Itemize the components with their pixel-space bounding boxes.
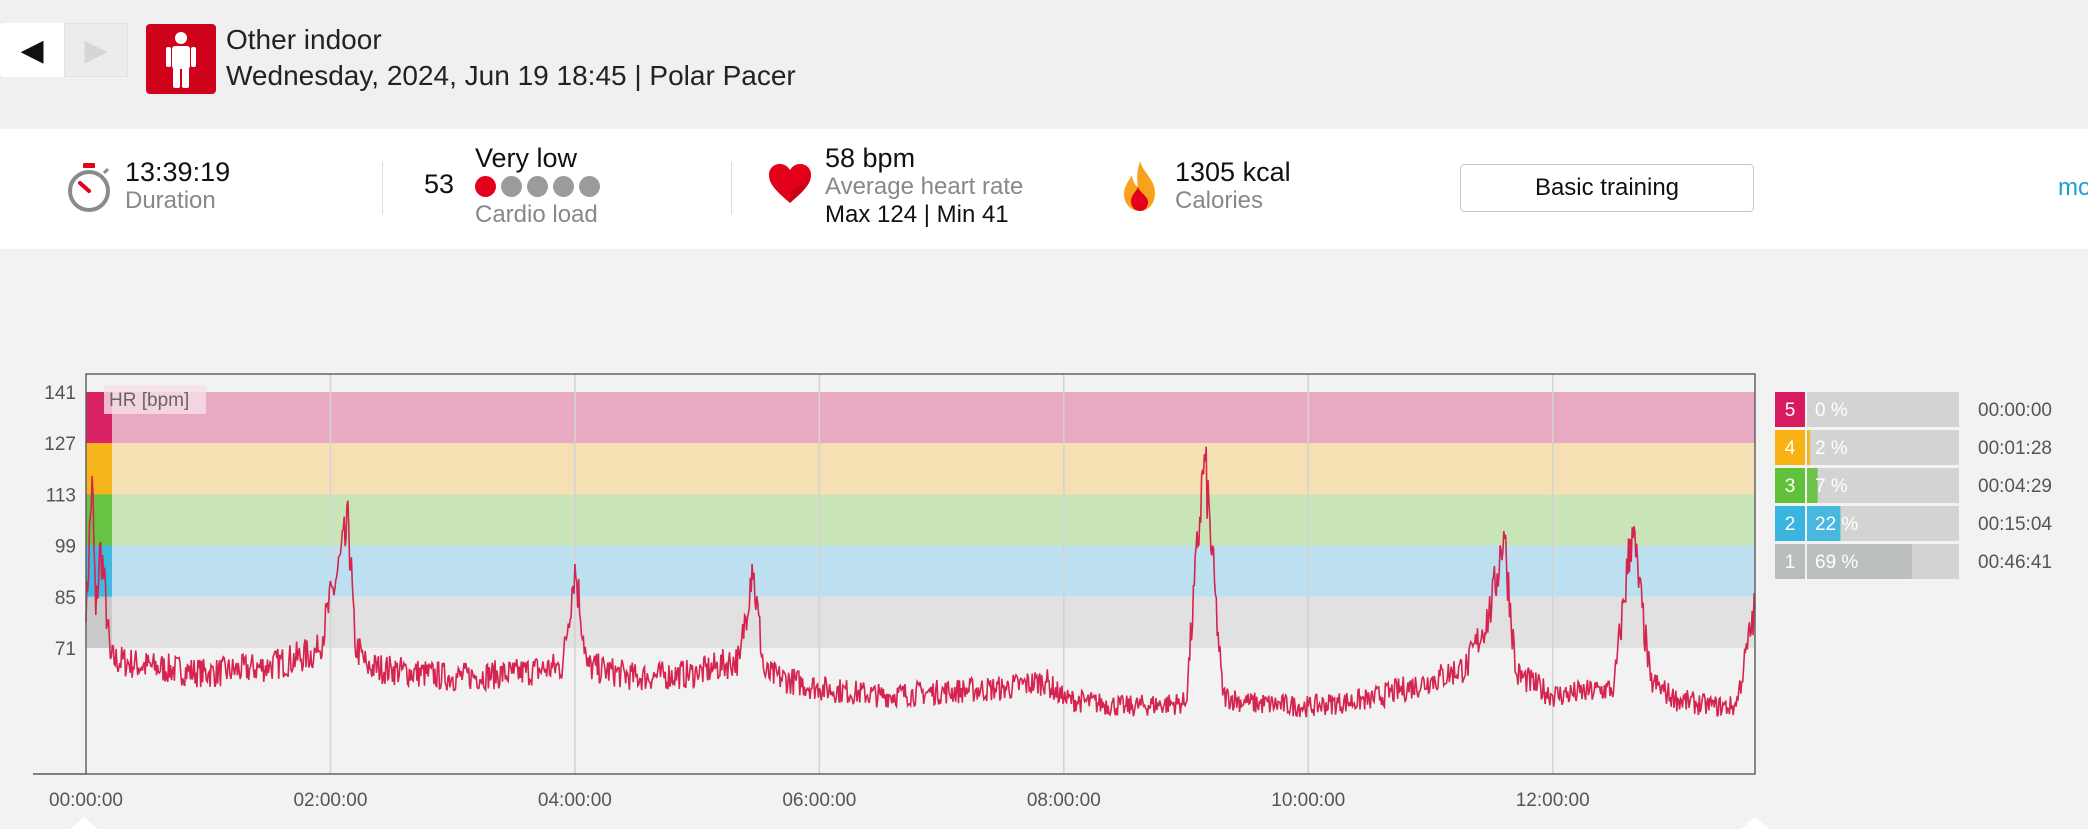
y-tick-label: 127: [44, 434, 76, 455]
zone-number: 3: [1785, 476, 1796, 497]
zone-percent: 2 %: [1815, 438, 1848, 459]
x-tick-label: 02:00:00: [293, 790, 367, 811]
zone-1-band: [86, 596, 1755, 648]
zone-number-box: [1775, 544, 1805, 579]
zone-5-row: 5 0 % 00:00:00: [1775, 392, 2052, 427]
next-button[interactable]: ▶: [64, 23, 128, 77]
zone-bar-fill: [1807, 506, 1841, 541]
cardio-load-value: 53: [424, 169, 455, 199]
zone-4-marker: [86, 443, 112, 495]
stopwatch-icon: [68, 163, 110, 212]
zone-number: 1: [1785, 552, 1796, 573]
cardio-load-dot: [579, 176, 600, 197]
x-tick-label: 10:00:00: [1271, 790, 1345, 811]
chart-title-box: [104, 385, 206, 414]
x-tick-label: 00:00:00: [49, 790, 123, 811]
more-link[interactable]: mo: [2058, 174, 2088, 201]
zone-percent: 69 %: [1815, 552, 1858, 573]
heart-icon: [769, 164, 811, 203]
calories-value: 1305 kcal: [1175, 157, 1291, 187]
cardio-load-level: Very low: [475, 143, 578, 173]
zone-time: 00:00:00: [1978, 400, 2052, 421]
plot-frame: [85, 373, 1756, 775]
top-bar: ◀ ▶ Other indoor Wednesday, 2024, Jun 19…: [0, 0, 2088, 128]
zone-time: 00:01:28: [1978, 438, 2052, 459]
x-tick-label: 04:00:00: [538, 790, 612, 811]
sport-icon: [146, 24, 216, 94]
zone-1-row: 1 69 % 00:46:41: [1775, 544, 2052, 579]
chart-title: HR [bpm]: [109, 390, 189, 411]
zone-bar-track: [1807, 430, 1959, 465]
zone-number-box: [1775, 468, 1805, 503]
cardio-load-dot: [527, 176, 548, 197]
divider: [731, 162, 732, 214]
zone-number-box: [1775, 506, 1805, 541]
heart-rate-chart: HR [bpm] 141 127 113 99 85 71 00:00:00 02:00:0…: [33, 373, 2052, 829]
x-tick-label: 08:00:00: [1027, 790, 1101, 811]
previous-button[interactable]: ◀: [0, 23, 64, 77]
zone-bar-track: [1807, 468, 1959, 503]
flame-icon: [1124, 161, 1155, 211]
zone-bar-fill: [1807, 544, 1912, 579]
average-hr-value: 58 bpm: [825, 143, 916, 173]
zone-bar-track: [1807, 392, 1959, 427]
y-tick-label: 99: [55, 537, 76, 558]
activity-name: Other indoor: [226, 24, 382, 55]
duration-label: Duration: [125, 187, 216, 214]
cardio-load-dot: [501, 176, 522, 197]
zone-number-box: [1775, 430, 1805, 465]
activity-details: Wednesday, 2024, Jun 19 18:45 | Polar Pa…: [226, 60, 796, 91]
zone-5-band: [86, 392, 1755, 444]
duration-value: 13:39:19: [125, 157, 231, 187]
zone-number: 4: [1785, 438, 1796, 459]
x-tick-label: 12:00:00: [1516, 790, 1590, 811]
person-standing-icon: [166, 32, 196, 88]
hr-series-line: [85, 446, 1756, 718]
zone-4-row: 4 2 % 00:01:28: [1775, 430, 2052, 465]
average-hr-label: Average heart rate: [825, 173, 1024, 200]
cardio-load-dot: [553, 176, 574, 197]
zone-percent: 22 %: [1815, 514, 1858, 535]
summary-panel: 13:39:19 Duration 53 Very low Cardio loa…: [0, 129, 2088, 249]
cardio-load-label: Cardio load: [475, 201, 598, 228]
y-tick-label: 113: [46, 485, 76, 506]
zone-number: 2: [1785, 514, 1796, 535]
zone-bar-fill: [1807, 430, 1811, 465]
zone-bar-fill: [1807, 468, 1818, 503]
zone-4-band: [86, 443, 1755, 495]
zone-percent: 7 %: [1815, 476, 1848, 497]
zone-number: 5: [1785, 400, 1796, 421]
zone-time: 00:15:04: [1978, 514, 2052, 535]
zone-2-row: 2 22 % 00:15:04: [1775, 506, 2052, 541]
zone-3-row: 3 7 % 00:04:29: [1775, 468, 2052, 503]
x-tick-label: 06:00:00: [782, 790, 856, 811]
zone-percent: 0 %: [1815, 400, 1848, 421]
calories-label: Calories: [1175, 187, 1264, 214]
y-tick-label: 71: [55, 639, 76, 660]
y-tick-label: 85: [55, 588, 76, 609]
zone-3-band: [86, 494, 1755, 546]
hr-max-min: Max 124 | Min 41: [825, 201, 1009, 228]
zone-time: 00:04:29: [1978, 476, 2052, 497]
arrow-left-icon: ◀: [20, 33, 44, 67]
zone-number-box: [1775, 392, 1805, 427]
zone-time: 00:46:41: [1978, 552, 2052, 573]
cardio-load-dot: [475, 176, 496, 197]
divider: [382, 162, 383, 214]
range-handle-left[interactable]: [70, 817, 98, 829]
arrow-right-icon: ▶: [84, 33, 108, 67]
range-handle-right[interactable]: [1741, 817, 1769, 829]
basic-training-button[interactable]: Basic training: [1460, 164, 1754, 212]
y-tick-label: 141: [44, 383, 76, 404]
zone-2-band: [86, 545, 1755, 597]
